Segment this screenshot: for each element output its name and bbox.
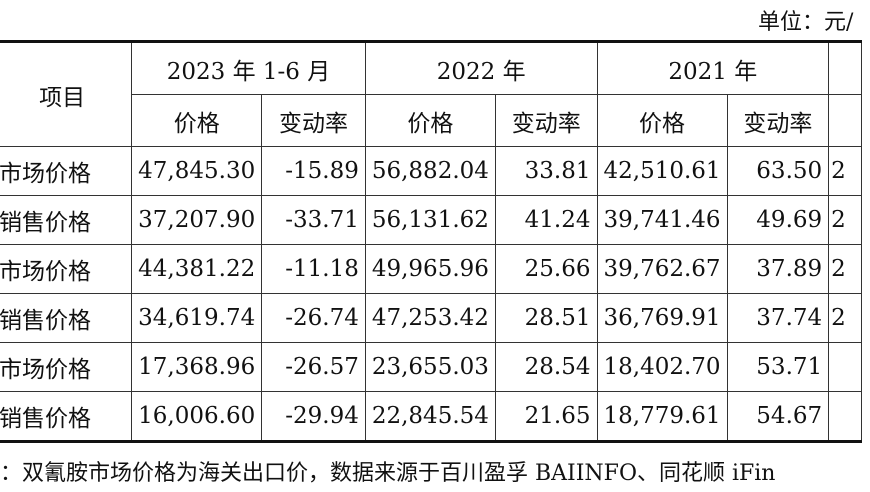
header-item: 项目 bbox=[0, 40, 133, 147]
cell-value: 39,741.46 bbox=[596, 195, 728, 245]
cell-value: -26.74 bbox=[261, 293, 366, 343]
cell-value: 42,510.61 bbox=[596, 146, 728, 196]
header-price: 价格 bbox=[131, 94, 263, 147]
cell-value: 49,965.96 bbox=[364, 244, 496, 294]
table-row: 销售价格 34,619.74 -26.74 47,253.42 28.51 36… bbox=[0, 293, 862, 343]
row-label: 市场价格 bbox=[0, 342, 133, 392]
cell-value: 18,402.70 bbox=[596, 342, 728, 392]
cell-value: 56,131.62 bbox=[364, 195, 496, 245]
cell-value: 17,368.96 bbox=[131, 342, 263, 392]
cell-cut: 2 bbox=[828, 293, 862, 343]
cell-value: 21.65 bbox=[494, 391, 598, 443]
cell-cut bbox=[828, 391, 862, 443]
row-label: 销售价格 bbox=[0, 293, 133, 343]
cell-value: -26.57 bbox=[261, 342, 366, 392]
cell-value: 54.67 bbox=[726, 391, 830, 443]
cell-value: 28.54 bbox=[494, 342, 598, 392]
cell-value: 49.69 bbox=[726, 195, 830, 245]
row-label: 销售价格 bbox=[0, 195, 133, 245]
row-label: 市场价格 bbox=[0, 146, 133, 196]
cell-value: 63.50 bbox=[726, 146, 830, 196]
cell-value: 23,655.03 bbox=[364, 342, 496, 392]
header-period-2021: 2021 年 bbox=[596, 40, 830, 95]
row-label: 市场价格 bbox=[0, 244, 133, 294]
cell-value: -11.18 bbox=[261, 244, 366, 294]
header-row-periods: 项目 2023 年 1-6 月 2022 年 2021 年 bbox=[0, 40, 862, 147]
cell-value: 47,253.42 bbox=[364, 293, 496, 343]
cell-value: 28.51 bbox=[494, 293, 598, 343]
cell-value: -33.71 bbox=[261, 195, 366, 245]
cell-value: 16,006.60 bbox=[131, 391, 263, 443]
cell-value: 56,882.04 bbox=[364, 146, 496, 196]
cell-value: 36,769.91 bbox=[596, 293, 728, 343]
cell-cut: 2 bbox=[828, 244, 862, 294]
table-row: 市场价格 17,368.96 -26.57 23,655.03 28.54 18… bbox=[0, 342, 862, 392]
header-price: 价格 bbox=[364, 94, 496, 147]
cell-cut: 2 bbox=[828, 195, 862, 245]
header-period-2023h1: 2023 年 1-6 月 bbox=[131, 40, 366, 95]
cell-value: 47,845.30 bbox=[131, 146, 263, 196]
table-row: 市场价格 44,381.22 -11.18 49,965.96 25.66 39… bbox=[0, 244, 862, 294]
cell-value: 34,619.74 bbox=[131, 293, 263, 343]
cell-value: -15.89 bbox=[261, 146, 366, 196]
price-table: 项目 2023 年 1-6 月 2022 年 2021 年 价格 变动率 价格 … bbox=[0, 40, 862, 443]
cell-value: -29.94 bbox=[261, 391, 366, 443]
cell-value: 37.74 bbox=[726, 293, 830, 343]
header-change: 变动率 bbox=[494, 94, 598, 147]
cell-value: 41.24 bbox=[494, 195, 598, 245]
row-label: 销售价格 bbox=[0, 391, 133, 443]
cell-value: 22,845.54 bbox=[364, 391, 496, 443]
cell-value: 53.71 bbox=[726, 342, 830, 392]
cell-value: 37,207.90 bbox=[131, 195, 263, 245]
header-period-2022: 2022 年 bbox=[364, 40, 598, 95]
cell-value: 25.66 bbox=[494, 244, 598, 294]
table-row: 市场价格 47,845.30 -15.89 56,882.04 33.81 42… bbox=[0, 146, 862, 196]
cell-value: 37.89 bbox=[726, 244, 830, 294]
header-price: 价格 bbox=[596, 94, 728, 147]
cell-value: 18,779.61 bbox=[596, 391, 728, 443]
unit-label: 单位：元/ bbox=[758, 10, 854, 35]
header-cut bbox=[828, 94, 862, 147]
header-period-cut bbox=[828, 40, 862, 95]
table-row: 销售价格 37,207.90 -33.71 56,131.62 41.24 39… bbox=[0, 195, 862, 245]
cell-value: 44,381.22 bbox=[131, 244, 263, 294]
header-change: 变动率 bbox=[261, 94, 366, 147]
cell-value: 33.81 bbox=[494, 146, 598, 196]
source-note: ：双氰胺市场价格为海关出口价，数据来源于百川盈孚 BAIINFO、同花顺 iFi… bbox=[0, 461, 776, 486]
cell-value: 39,762.67 bbox=[596, 244, 728, 294]
cell-cut bbox=[828, 342, 862, 392]
cell-cut: 2 bbox=[828, 146, 862, 196]
table-row: 销售价格 16,006.60 -29.94 22,845.54 21.65 18… bbox=[0, 391, 862, 443]
header-change: 变动率 bbox=[726, 94, 830, 147]
